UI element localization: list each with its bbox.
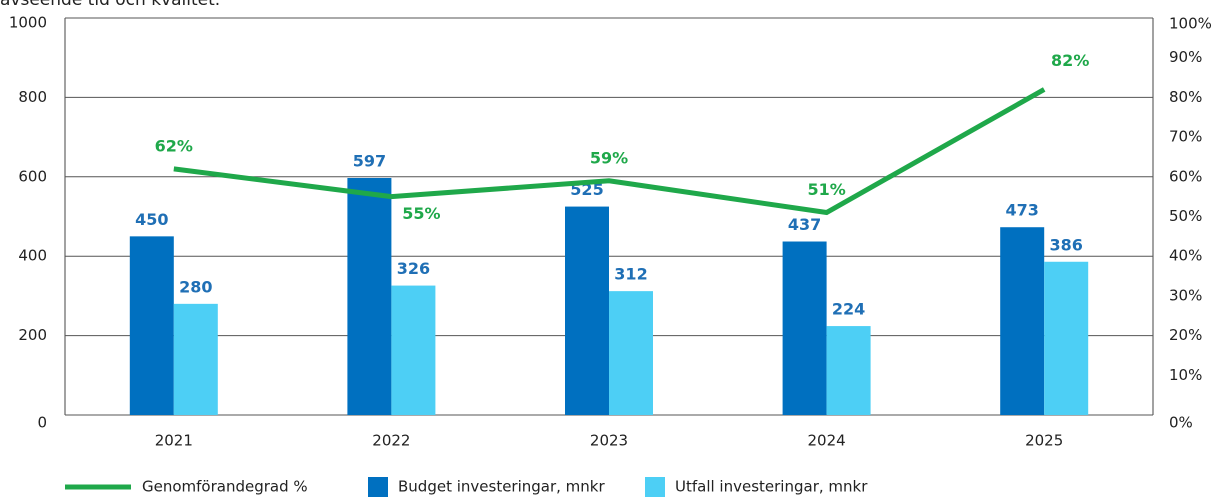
y-tick-label: 1000 bbox=[9, 14, 47, 32]
legend-label: Utfall investeringar, mnkr bbox=[675, 478, 868, 496]
bar bbox=[1000, 227, 1045, 415]
bar bbox=[609, 291, 653, 415]
bar bbox=[826, 326, 871, 415]
bar bbox=[173, 303, 218, 415]
bar bbox=[782, 241, 827, 415]
bar-value-label: 386 bbox=[1049, 235, 1082, 254]
bar bbox=[347, 177, 392, 415]
y2-tick-label: 0% bbox=[1169, 414, 1193, 432]
legend-label: Genomförandegrad % bbox=[142, 478, 308, 496]
bar-value-label: 280 bbox=[179, 277, 212, 296]
y2-tick-label: 30% bbox=[1169, 286, 1202, 304]
bar-value-label: 473 bbox=[1005, 201, 1038, 220]
y2-tick-label: 80% bbox=[1169, 88, 1202, 106]
y-tick-label: 600 bbox=[18, 167, 47, 185]
legend-swatch bbox=[645, 477, 665, 497]
bar-value-label: 437 bbox=[788, 215, 821, 234]
x-tick-label: 2025 bbox=[1025, 432, 1063, 450]
y-tick-label: 400 bbox=[18, 247, 47, 265]
y2-tick-label: 50% bbox=[1169, 207, 1202, 225]
line-value-label: 82% bbox=[1051, 51, 1089, 70]
bar-value-label: 597 bbox=[353, 151, 386, 170]
line-value-label: 62% bbox=[155, 136, 193, 155]
y2-tick-label: 60% bbox=[1169, 167, 1202, 185]
x-tick-label: 2024 bbox=[808, 432, 846, 450]
x-tick-label: 2021 bbox=[155, 432, 193, 450]
line-value-label: 59% bbox=[590, 148, 628, 167]
legend-swatch bbox=[368, 477, 388, 497]
y-tick-label: 200 bbox=[18, 326, 47, 344]
bar bbox=[129, 236, 174, 415]
bar-value-label: 326 bbox=[397, 259, 430, 278]
y2-tick-label: 90% bbox=[1169, 48, 1202, 66]
y-tick-label: 800 bbox=[18, 88, 47, 106]
bar-value-label: 312 bbox=[614, 265, 647, 284]
y2-tick-label: 10% bbox=[1169, 366, 1202, 384]
line-value-label: 51% bbox=[807, 180, 845, 199]
y-tick-label: 0 bbox=[37, 414, 47, 432]
y2-tick-label: 100% bbox=[1169, 15, 1212, 33]
line-value-label: 55% bbox=[402, 204, 440, 223]
bar-value-label: 224 bbox=[832, 300, 865, 319]
y2-tick-label: 20% bbox=[1169, 326, 1202, 344]
x-tick-label: 2022 bbox=[372, 432, 410, 450]
bar-value-label: 450 bbox=[135, 210, 168, 229]
legend-label: Budget investeringar, mnkr bbox=[398, 478, 605, 496]
bar bbox=[391, 285, 436, 415]
bar bbox=[1044, 261, 1089, 415]
x-tick-label: 2023 bbox=[590, 432, 628, 450]
caption: avseende tid och kvalitet. bbox=[0, 0, 220, 10]
y2-tick-label: 70% bbox=[1169, 128, 1202, 146]
line bbox=[173, 87, 1046, 216]
y2-tick-label: 40% bbox=[1169, 247, 1202, 265]
bar bbox=[565, 206, 609, 415]
